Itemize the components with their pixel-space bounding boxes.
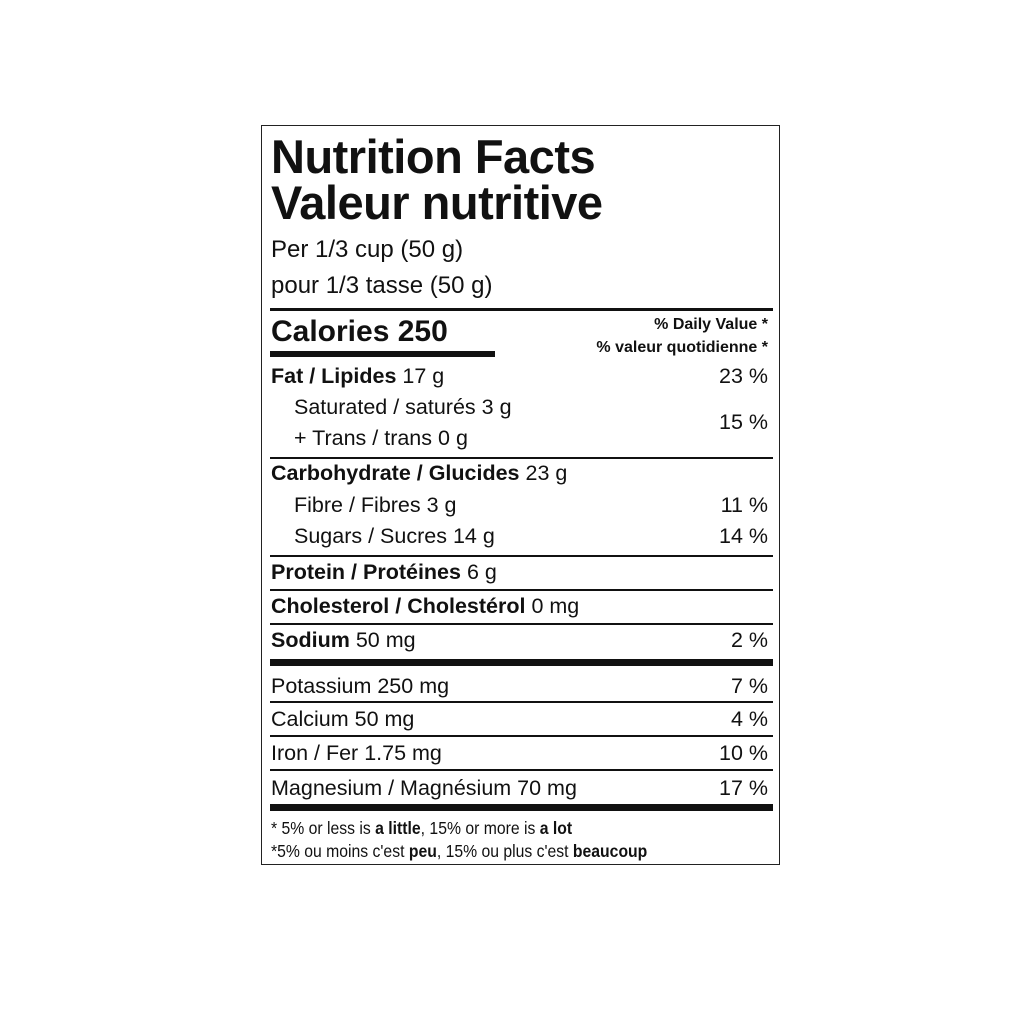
daily-value-header-fr: % valeur quotidienne *: [596, 339, 768, 356]
divider: [270, 701, 773, 703]
sugars-dv: 14 %: [718, 524, 768, 548]
fat-dv: 23 %: [718, 364, 768, 388]
calcium-dv: 4 %: [730, 707, 768, 731]
cholesterol-row: Cholesterol / Cholestérol 0 mg: [271, 594, 580, 618]
potassium-dv: 7 %: [730, 674, 768, 698]
divider: [270, 623, 773, 625]
sodium-row: Sodium 50 mg: [271, 628, 416, 652]
iron-row: Iron / Fer 1.75 mg: [271, 741, 442, 765]
potassium-row: Potassium 250 mg: [271, 674, 450, 698]
calories-label: Calories: [271, 315, 390, 348]
divider: [270, 589, 773, 591]
magnesium-dv: 17 %: [718, 776, 768, 800]
title-en: Nutrition Facts: [271, 130, 596, 183]
sodium-dv: 2 %: [730, 628, 768, 652]
trans-row: + Trans / trans 0 g: [294, 426, 468, 450]
saturated-trans-dv: 15 %: [718, 410, 768, 434]
nutrition-facts-table: [261, 125, 780, 865]
daily-value-header-en: % Daily Value *: [654, 316, 768, 333]
carbohydrate-row: Carbohydrate / Glucides 23 g: [271, 461, 568, 485]
divider: [270, 308, 773, 311]
fat-row: Fat / Lipides 17 g: [271, 364, 445, 388]
divider: [270, 735, 773, 737]
fibre-dv: 11 %: [720, 493, 768, 517]
divider: [270, 555, 773, 557]
title-fr: Valeur nutritive: [271, 176, 603, 229]
divider: [270, 457, 773, 459]
serving-size-en: Per 1/3 cup (50 g): [271, 236, 464, 263]
fibre-row: Fibre / Fibres 3 g: [294, 493, 457, 517]
divider: [270, 769, 773, 771]
footnote-en: * 5% or less is a little, 15% or more is…: [271, 818, 573, 838]
sugars-row: Sugars / Sucres 14 g: [294, 524, 495, 548]
saturated-row: Saturated / saturés 3 g: [294, 395, 512, 419]
calcium-row: Calcium 50 mg: [271, 707, 415, 731]
magnesium-row: Magnesium / Magnésium 70 mg: [271, 776, 577, 800]
thick-divider: [270, 659, 773, 666]
protein-row: Protein / Protéines 6 g: [271, 560, 497, 584]
calories-value: 250: [397, 315, 448, 348]
serving-size-fr: pour 1/3 tasse (50 g): [271, 272, 493, 299]
iron-dv: 10 %: [718, 741, 768, 765]
calories-underline: [270, 351, 495, 357]
footnote-fr: *5% ou moins c'est peu, 15% ou plus c'es…: [271, 841, 648, 861]
calories: Calories 250: [271, 314, 448, 350]
thick-divider: [270, 804, 773, 811]
